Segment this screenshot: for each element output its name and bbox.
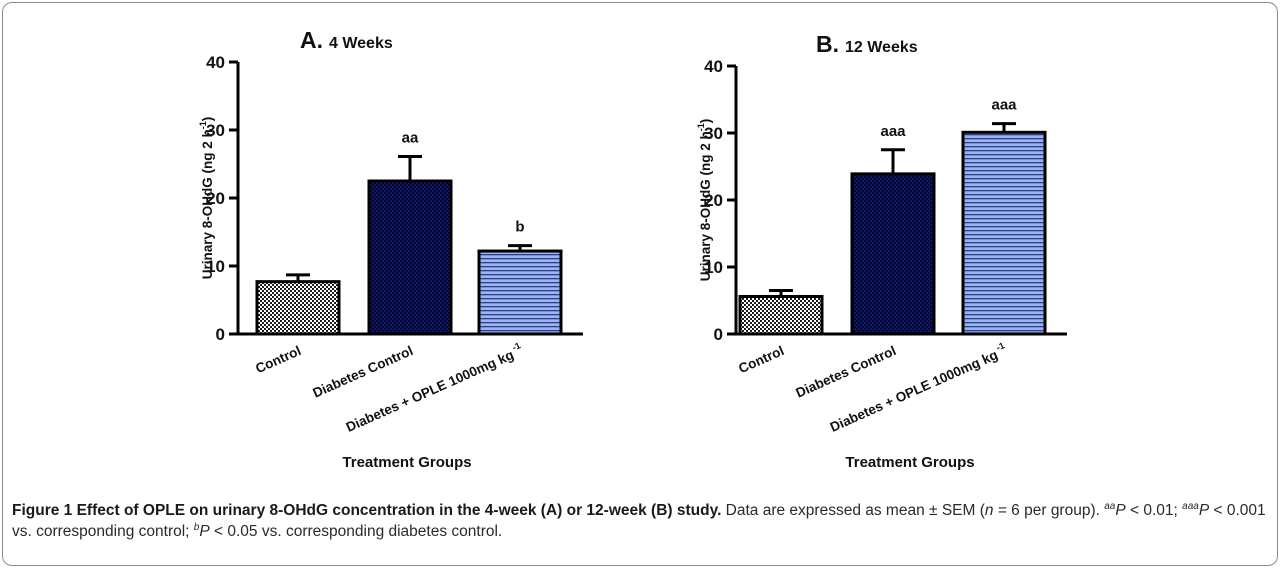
y-axis-label: Urinary 8-OHdG (ng 2 h-1) xyxy=(696,119,713,282)
y-tick-label: 0 xyxy=(714,325,723,344)
x-tick-label-main: Control xyxy=(253,343,303,376)
figure-caption: Figure 1 Effect of OPLE on urinary 8-OHd… xyxy=(12,500,1274,542)
x-tick-label: Diabetes + OPLE 1000mg kg-1 xyxy=(343,340,526,435)
chart-title-letter: B. xyxy=(816,31,839,57)
x-tick-label-main: Diabetes Control xyxy=(793,343,898,401)
y-tick-label: 30 xyxy=(704,124,723,143)
significance-label: b xyxy=(515,219,524,236)
y-tick-label: 30 xyxy=(206,121,225,140)
caption-text-5: < 0.05 vs. corresponding diabetes contro… xyxy=(209,523,503,540)
chart-panel-b: B. 12 Weeks 0 10 20 30 40 Urinary 8-OHdG (ng 2 … xyxy=(696,31,1067,471)
significance-label: aaa xyxy=(880,123,906,140)
bar xyxy=(367,179,453,336)
y-axis-label-close: ) xyxy=(698,119,713,124)
y-tick-label: 40 xyxy=(704,57,723,76)
x-tick-label: Control xyxy=(736,343,786,376)
bar xyxy=(961,130,1047,336)
y-tick-label: 20 xyxy=(206,189,225,208)
x-tick-label: Diabetes Control xyxy=(793,343,898,401)
chart-title-rest: 12 Weeks xyxy=(845,39,918,56)
y-tick-label: 10 xyxy=(206,257,225,276)
chart-title: A. 4 Weeks xyxy=(300,27,393,53)
y-tick-label: 20 xyxy=(704,191,723,210)
chart-title-letter: A. xyxy=(300,27,323,53)
x-tick-label-main: Diabetes Control xyxy=(310,343,415,401)
y-tick-label: 40 xyxy=(206,53,225,72)
y-axis-label-main: Urinary 8-OHdG (ng 2 h xyxy=(200,129,215,279)
bar xyxy=(850,172,936,336)
caption-text-1: Data are expressed as mean ± SEM ( xyxy=(721,502,985,519)
y-tick-label: 10 xyxy=(704,258,723,277)
significance-label: aa xyxy=(402,130,419,147)
y-tick-label: 0 xyxy=(216,325,225,344)
y-axis-label-main: Urinary 8-OHdG (ng 2 h xyxy=(698,131,713,281)
caption-p-2: P xyxy=(1198,502,1210,519)
caption-text-3: < 0.01; xyxy=(1125,502,1183,519)
caption-text-2: = 6 per group). xyxy=(993,502,1105,519)
caption-title: Figure 1 Effect of OPLE on urinary 8-OHd… xyxy=(12,502,722,519)
x-tick-label: Control xyxy=(253,343,303,376)
y-axis-label-sup: -1 xyxy=(696,123,706,131)
bar xyxy=(255,280,341,336)
caption-sup-aaa: aaa xyxy=(1182,500,1199,512)
bar xyxy=(477,249,563,336)
caption-sup-b: b xyxy=(193,521,200,533)
chart-panel-a: A. 4 Weeks 0 10 20 30 40 Urinary 8-OHdG (ng 2 h… xyxy=(198,27,583,471)
bar xyxy=(738,294,824,336)
x-tick-label: Diabetes Control xyxy=(310,343,415,401)
chart-title-rest: 4 Weeks xyxy=(329,35,393,52)
caption-sup-aa: aa xyxy=(1104,500,1116,512)
caption-p-1: P xyxy=(1115,502,1126,519)
x-tick-label: Diabetes + OPLE 1000mg kg-1 xyxy=(827,340,1010,435)
x-tick-label-main: Control xyxy=(736,343,786,376)
y-axis-label-close: ) xyxy=(200,117,215,122)
caption-n: n xyxy=(984,502,994,519)
y-axis-label: Urinary 8-OHdG (ng 2 h-1) xyxy=(198,117,215,280)
x-axis-label: Treatment Groups xyxy=(845,454,974,471)
y-axis-label-sup: -1 xyxy=(198,121,208,129)
significance-label: aaa xyxy=(991,97,1017,114)
x-axis-label: Treatment Groups xyxy=(342,454,471,471)
x-tick-label-sup: -1 xyxy=(995,340,1006,352)
caption-p-3: P xyxy=(199,523,210,540)
caption-text-4: < 0.001 vs. corresponding control; xyxy=(12,502,1266,540)
chart-title: B. 12 Weeks xyxy=(816,31,918,57)
x-tick-label-sup: -1 xyxy=(511,340,522,352)
